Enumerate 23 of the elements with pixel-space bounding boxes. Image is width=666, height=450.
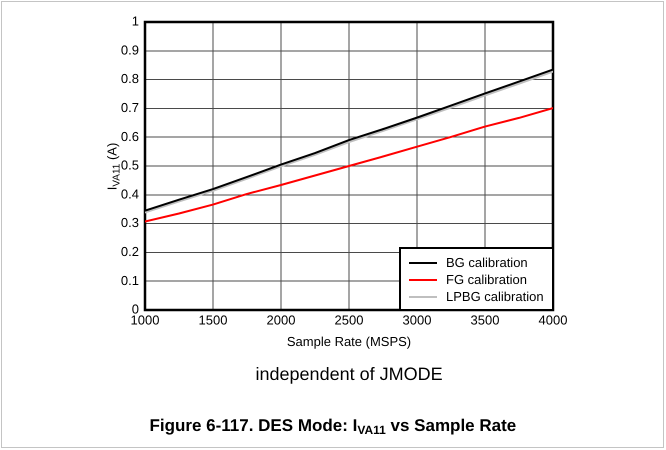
x-axis-title: Sample Rate (MSPS) bbox=[286, 334, 412, 349]
x-tick-label: 2000 bbox=[266, 312, 296, 328]
x-tick-label: 1500 bbox=[198, 312, 228, 328]
legend-label: FG calibration bbox=[446, 272, 527, 287]
y-tick-label: 0.4 bbox=[120, 186, 139, 202]
y-tick-label: 0.5 bbox=[120, 158, 139, 173]
legend-label: BG calibration bbox=[446, 255, 528, 270]
x-tick-label: 4000 bbox=[538, 312, 568, 328]
x-tick-label: 3500 bbox=[470, 312, 500, 328]
y-tick-label: 0.2 bbox=[120, 244, 139, 259]
text: Figure 6-117. DES Mode: I$_{VA11}$ vs Sample Rate bbox=[150, 416, 516, 437]
y-tick-label: 0 bbox=[132, 302, 139, 317]
y-tick-label: 0.8 bbox=[120, 71, 139, 86]
legend-label: LPBG calibration bbox=[446, 289, 544, 304]
y-tick-label: 0.1 bbox=[120, 272, 139, 288]
x-tick-label: 3000 bbox=[402, 312, 432, 328]
x-tick-label: 2500 bbox=[334, 312, 364, 328]
y-tick-label: 0.7 bbox=[120, 100, 139, 115]
text: independent of JMODE bbox=[256, 364, 443, 385]
y-tick-label: 0.6 bbox=[120, 128, 139, 144]
y-tick-label: 0.3 bbox=[120, 215, 139, 230]
y-tick-label: 0.9 bbox=[120, 42, 139, 58]
y-tick-label: 1 bbox=[132, 14, 139, 29]
